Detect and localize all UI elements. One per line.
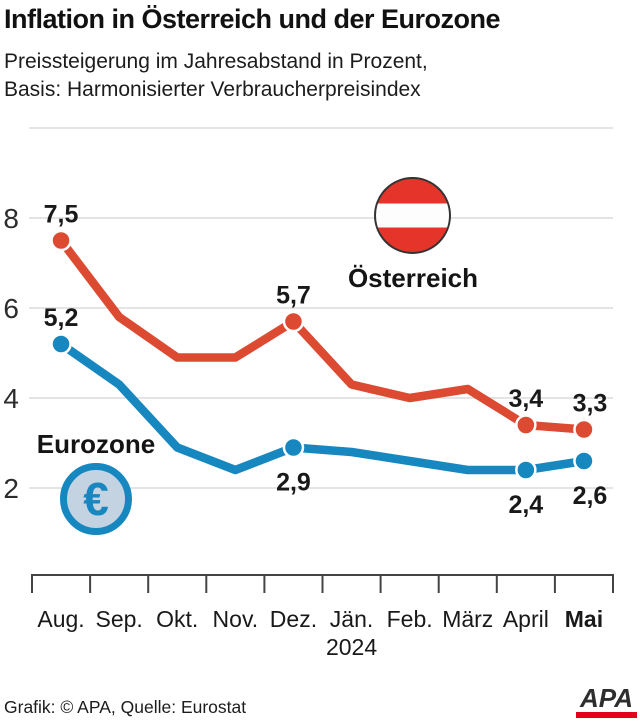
data-point-dot xyxy=(515,414,537,436)
data-point-value-label: 3,4 xyxy=(508,385,543,413)
data-point-value-label: 5,7 xyxy=(276,282,311,310)
x-axis-month-label: März xyxy=(442,606,493,632)
data-point-dot xyxy=(50,333,72,355)
data-point-value-label: 2,4 xyxy=(508,491,543,519)
data-point-dot xyxy=(282,436,305,459)
data-point-value-label: 2,6 xyxy=(573,482,608,510)
data-point-value-label: 3,3 xyxy=(573,390,608,418)
x-axis-month-label: Aug. xyxy=(37,606,84,632)
y-axis-tick-label: 6 xyxy=(3,293,19,324)
x-axis-month-label: Nov. xyxy=(213,606,259,632)
series-line-österreich xyxy=(56,236,589,434)
apa-logo-text: APA xyxy=(580,683,633,713)
data-point-dot xyxy=(515,459,537,481)
x-axis-year-label: 2024 xyxy=(326,634,377,660)
data-point-value-label: 5,2 xyxy=(44,304,79,332)
chart-subtitle: Preissteigerung im Jahresabstand in Proz… xyxy=(4,50,428,101)
x-axis-month-label: Feb. xyxy=(387,606,433,632)
apa-logo: APA xyxy=(576,683,637,718)
x-axis-month-label: April xyxy=(503,606,549,632)
series-line-eurozone xyxy=(56,339,589,475)
apa-logo-red-bar xyxy=(576,712,637,718)
x-axis-month-label: Sep. xyxy=(95,606,142,632)
x-axis-month-label: Mai xyxy=(565,606,603,632)
legend-label-eurozone: Eurozone xyxy=(36,429,156,459)
y-axis-tick-label: 8 xyxy=(3,203,19,234)
chart-title: Inflation in Österreich und der Eurozone xyxy=(4,4,501,34)
x-axis-month-label: Dez. xyxy=(270,606,317,632)
data-point-dot xyxy=(282,310,305,333)
y-axis-tick-label: 2 xyxy=(3,473,19,504)
x-axis-month-label: Okt. xyxy=(156,606,198,632)
x-axis-month-label: Jän. xyxy=(330,606,373,632)
data-point-dot xyxy=(50,229,72,252)
legend-label-austria: Österreich xyxy=(347,263,479,293)
y-axis-tick-label: 4 xyxy=(3,383,19,414)
data-point-dot xyxy=(573,418,595,441)
data-point-value-label: 2,9 xyxy=(276,469,311,497)
euro-coin-icon: € xyxy=(60,463,132,535)
source-credit: Grafik: © APA, Quelle: Eurostat xyxy=(4,697,247,717)
euro-symbol: € xyxy=(83,473,109,525)
data-point-value-label: 7,5 xyxy=(44,201,79,229)
austria-flag-icon xyxy=(374,177,451,254)
data-point-dot xyxy=(573,450,595,472)
